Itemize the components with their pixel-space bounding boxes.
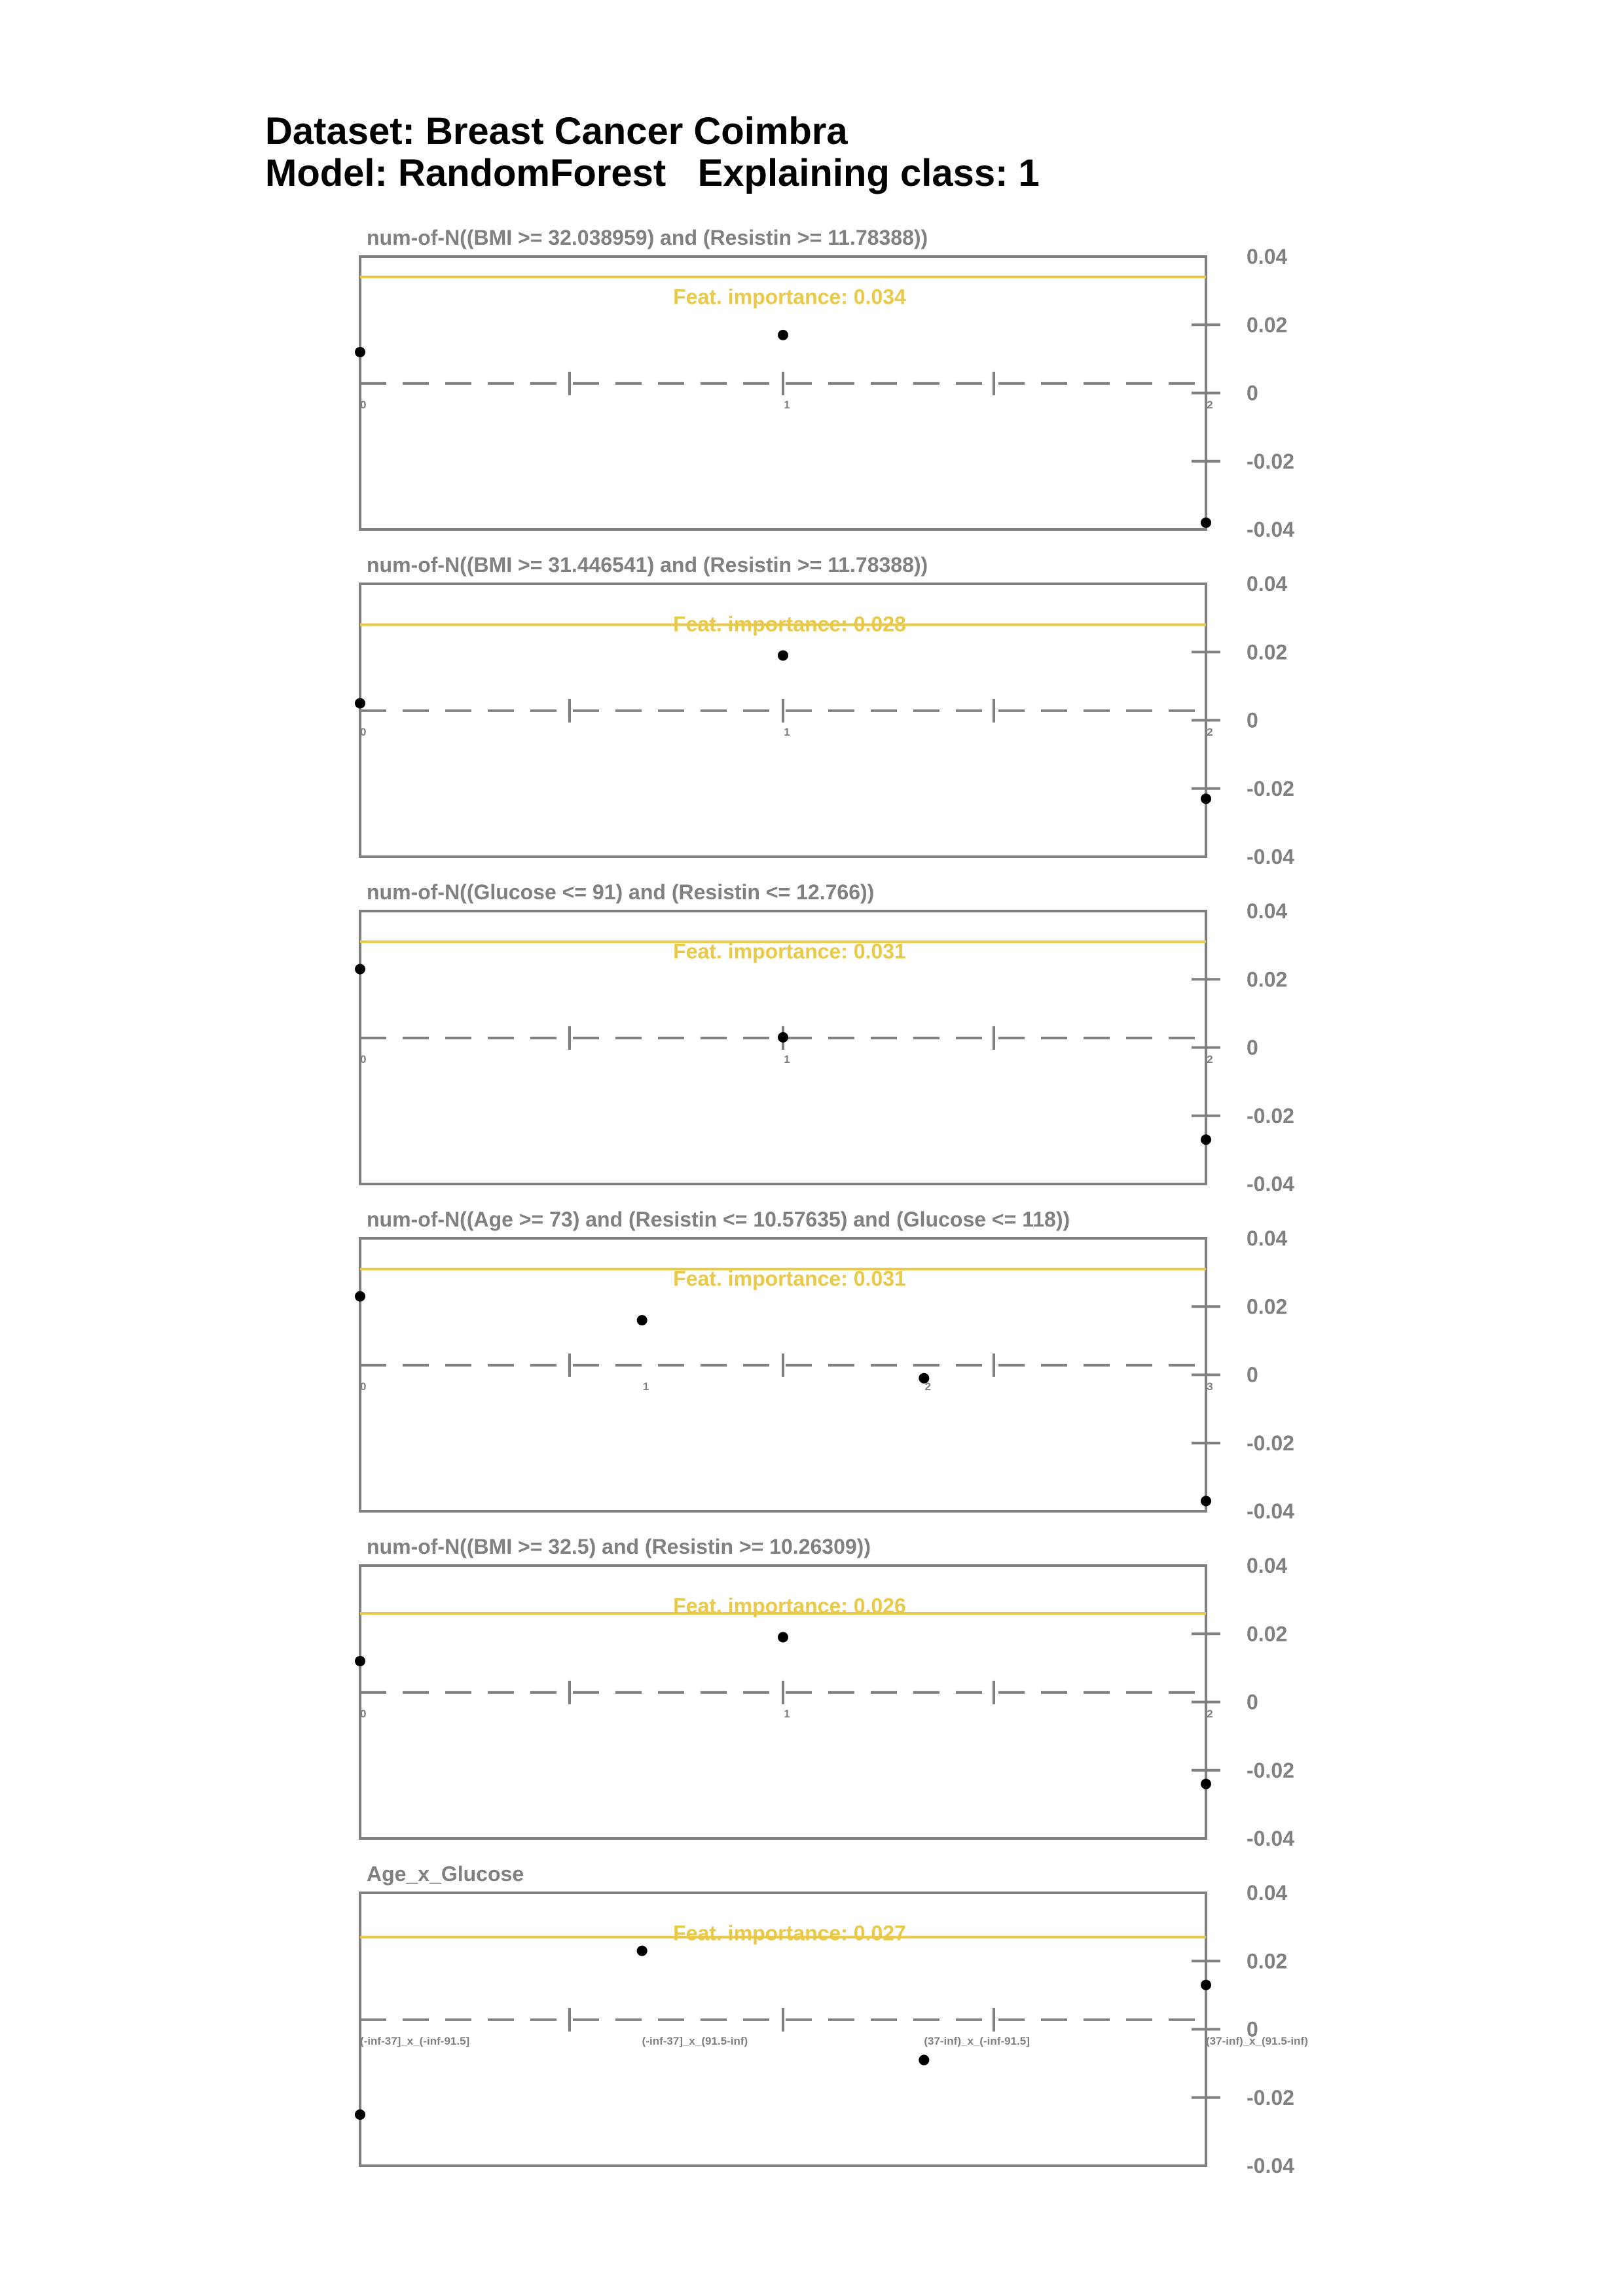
data-point	[778, 1031, 788, 1043]
y-tick-label: -0.04	[1247, 2154, 1294, 2178]
panel-title: num-of-N((Age >= 73) and (Resistin <= 10…	[367, 1208, 1070, 1231]
y-tick-label: 0.02	[1247, 313, 1287, 336]
y-tick-label: 0.04	[1247, 572, 1287, 596]
panel-title: num-of-N((BMI >= 31.446541) and (Resisti…	[367, 553, 928, 577]
x-tick-label: 0	[360, 726, 366, 738]
data-point	[1201, 793, 1211, 804]
panel-title: num-of-N((BMI >= 32.5) and (Resistin >= …	[367, 1535, 871, 1558]
x-tick-label: 1	[784, 1053, 790, 1066]
x-tick-label: 2	[1207, 399, 1213, 411]
x-tick-label: 0	[360, 1380, 366, 1393]
data-point	[778, 650, 788, 661]
data-point	[636, 1945, 647, 1956]
panel-title: num-of-N((Glucose <= 91) and (Resistin <…	[367, 880, 874, 904]
x-tick-label: (-inf-37]_x_(91.5-inf)	[642, 2035, 748, 2047]
importance-label: Feat. importance: 0.031	[673, 1266, 906, 1290]
importance-label: Feat. importance: 0.034	[673, 285, 906, 308]
chart-panel: num-of-N((BMI >= 31.446541) and (Resisti…	[355, 553, 1294, 869]
y-tick-label: 0	[1247, 382, 1258, 405]
y-tick-label: 0.02	[1247, 967, 1287, 991]
data-point	[919, 2054, 930, 2066]
y-tick-label: -0.04	[1247, 518, 1294, 541]
y-tick-label: 0.02	[1247, 640, 1287, 664]
data-point	[355, 2109, 365, 2120]
dataset-title: Dataset: Breast Cancer Coimbra	[265, 110, 848, 152]
y-tick-label: 0.04	[1247, 899, 1287, 923]
data-point	[355, 1655, 365, 1666]
data-point	[355, 963, 365, 975]
x-tick-label: 2	[1207, 726, 1213, 738]
chart-panel: num-of-N((Age >= 73) and (Resistin <= 10…	[355, 1208, 1294, 1523]
data-point	[355, 698, 365, 709]
chart-panel: num-of-N((BMI >= 32.5) and (Resistin >= …	[355, 1535, 1294, 1850]
x-tick-label: 1	[784, 1708, 790, 1720]
y-tick-label: 0	[1247, 1363, 1258, 1387]
y-tick-label: 0	[1247, 1036, 1258, 1060]
x-tick-label: 0	[360, 1708, 366, 1720]
y-tick-label: 0	[1247, 2018, 1258, 2041]
y-tick-label: 0.04	[1247, 1881, 1287, 1905]
y-tick-label: 0	[1247, 709, 1258, 732]
y-tick-label: -0.04	[1247, 1499, 1294, 1523]
data-point	[1201, 1778, 1211, 1789]
y-tick-label: -0.02	[1247, 2086, 1294, 2109]
y-tick-label: 0	[1247, 1691, 1258, 1714]
data-point	[355, 346, 365, 357]
y-tick-label: -0.04	[1247, 845, 1294, 869]
data-point	[1201, 517, 1211, 528]
model-title: Model: RandomForest Explaining class: 1	[265, 152, 1040, 194]
x-tick-label: 1	[784, 726, 790, 738]
x-tick-label: (-inf-37]_x_(-inf-91.5]	[360, 2035, 469, 2047]
y-tick-label: 0.02	[1247, 1295, 1287, 1318]
y-tick-label: 0.04	[1247, 1227, 1287, 1250]
importance-label: Feat. importance: 0.031	[673, 939, 906, 963]
y-tick-label: -0.02	[1247, 1104, 1294, 1128]
x-tick-label: (37-inf)_x_(91.5-inf)	[1206, 2035, 1308, 2047]
data-point	[778, 329, 788, 340]
y-tick-label: 0.02	[1247, 1949, 1287, 1973]
y-tick-label: -0.04	[1247, 1172, 1294, 1196]
y-tick-label: 0.04	[1247, 1554, 1287, 1577]
x-tick-label: 2	[1207, 1708, 1213, 1720]
y-tick-label: -0.02	[1247, 450, 1294, 473]
importance-label: Feat. importance: 0.028	[673, 612, 906, 636]
chart-panel: num-of-N((Glucose <= 91) and (Resistin <…	[355, 880, 1294, 1196]
data-point	[1201, 1496, 1211, 1507]
data-point	[1201, 1979, 1211, 1990]
chart-panel: Age_x_Glucose 0.04 0.02 0 -0.02 -0.04 Feat. im…	[355, 1862, 1308, 2178]
y-tick-label: -0.02	[1247, 1759, 1294, 1782]
x-tick-label: 1	[784, 399, 790, 411]
x-tick-label: 0	[360, 399, 366, 411]
data-point	[1201, 1134, 1211, 1145]
x-tick-label: 2	[925, 1380, 931, 1393]
x-tick-label: 3	[1207, 1380, 1213, 1393]
y-tick-label: -0.02	[1247, 777, 1294, 800]
x-tick-label: 0	[360, 1053, 366, 1066]
y-tick-label: 0.02	[1247, 1622, 1287, 1645]
importance-label: Feat. importance: 0.026	[673, 1594, 906, 1617]
x-tick-label: 1	[643, 1380, 649, 1393]
x-tick-label: 2	[1207, 1053, 1213, 1066]
y-tick-label: 0.04	[1247, 245, 1287, 268]
x-tick-label: (37-inf)_x_(-inf-91.5]	[924, 2035, 1030, 2047]
data-point	[355, 1291, 365, 1302]
data-point	[636, 1315, 647, 1326]
data-point	[919, 1372, 930, 1384]
data-point	[778, 1632, 788, 1643]
chart-panel: num-of-N((BMI >= 32.038959) and (Resisti…	[355, 226, 1294, 541]
panel-title: num-of-N((BMI >= 32.038959) and (Resisti…	[367, 226, 928, 249]
y-tick-label: -0.02	[1247, 1431, 1294, 1455]
importance-label: Feat. importance: 0.027	[673, 1921, 906, 1945]
y-tick-label: -0.04	[1247, 1827, 1294, 1850]
panel-title: Age_x_Glucose	[367, 1862, 524, 1886]
